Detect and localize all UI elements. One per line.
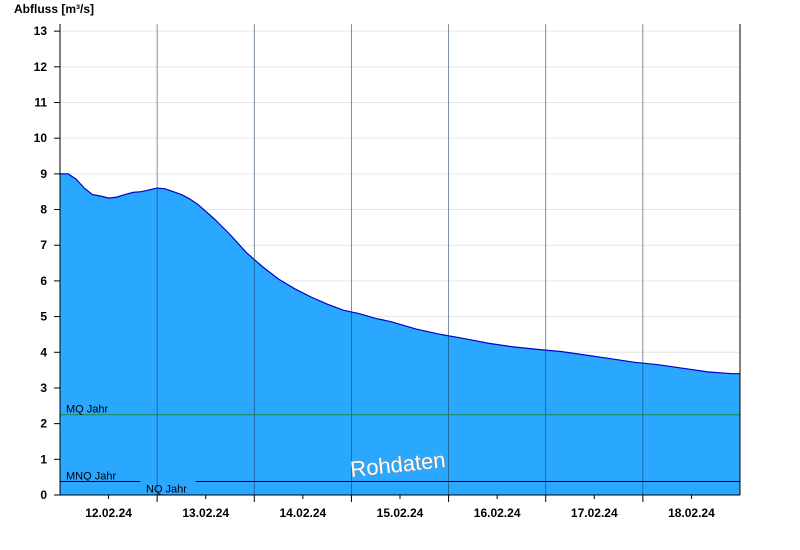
y-tick-label: 2 — [40, 417, 47, 431]
x-tick-label: 15.02.24 — [377, 506, 424, 520]
x-tick-labels: 12.02.24 13.02.24 14.02.24 15.02.24 16.02.24… — [85, 506, 715, 520]
y-tick-label: 4 — [40, 345, 47, 359]
y-tick-label: 12 — [34, 60, 48, 74]
x-tick-label: 17.02.24 — [571, 506, 618, 520]
x-tick-label: 16.02.24 — [474, 506, 521, 520]
y-tick-label: 8 — [40, 203, 47, 217]
x-tick-label: 18.02.24 — [668, 506, 715, 520]
discharge-line — [60, 173, 740, 375]
x-tick-label: 12.02.24 — [85, 506, 132, 520]
axes — [54, 24, 741, 502]
reference-lines: MQ Jahr MNQ Jahr NQ Jahr — [60, 404, 740, 495]
y-axis-title: Abfluss [m³/s] — [14, 2, 94, 16]
discharge-area — [60, 173, 740, 495]
y-tick-label: 13 — [34, 24, 48, 38]
y-tick-label: 1 — [40, 452, 47, 466]
y-tick-label: 6 — [40, 274, 47, 288]
y-tick-label: 5 — [40, 310, 47, 324]
day-divider-lines — [156, 24, 644, 495]
nq-jahr-label: NQ Jahr — [146, 483, 187, 495]
x-tick-label: 13.02.24 — [182, 506, 229, 520]
y-tick-label: 0 — [40, 488, 47, 502]
y-tick-label: 7 — [40, 238, 47, 252]
y-tick-label: 9 — [40, 167, 47, 181]
x-tick-label: 14.02.24 — [279, 506, 326, 520]
y-tick-label: 3 — [40, 381, 47, 395]
mnq-jahr-label: MNQ Jahr — [66, 470, 116, 482]
y-tick-label: 11 — [34, 96, 47, 110]
mq-jahr-label: MQ Jahr — [66, 404, 109, 416]
y-tick-label: 10 — [34, 131, 48, 145]
